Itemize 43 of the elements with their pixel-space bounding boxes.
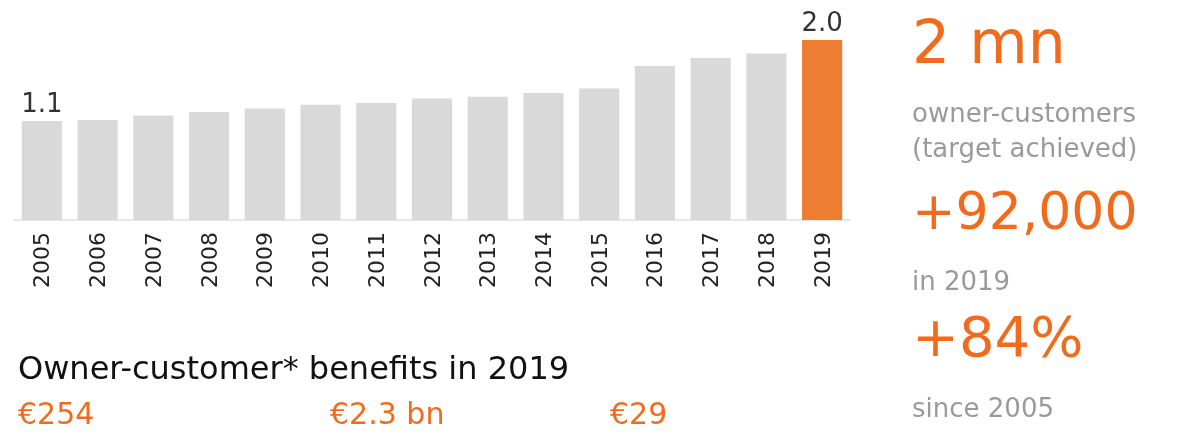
x-tick-label: 2006: [85, 232, 111, 288]
x-tick-label: 2019: [809, 232, 835, 288]
text: €29: [610, 395, 668, 431]
x-tick-label: 2009: [252, 232, 278, 288]
text: +92,000: [912, 181, 1138, 241]
bar: [802, 40, 843, 220]
x-tick-label: 2016: [642, 232, 668, 288]
x-tick-label: 2014: [530, 232, 556, 288]
x-tick-label: 2017: [698, 232, 724, 288]
bar: [21, 121, 62, 220]
text: +84%: [912, 303, 1084, 369]
bar: [690, 58, 731, 220]
text: since 2005: [912, 393, 1054, 423]
bar: [746, 53, 787, 220]
data-label: 1.1: [21, 88, 63, 118]
x-tick-label: 2018: [753, 232, 779, 288]
bar: [634, 66, 675, 220]
bar: [523, 93, 564, 220]
x-tick-label: 2013: [475, 232, 501, 288]
bar: [244, 108, 285, 220]
bar: [133, 115, 174, 220]
bar: [579, 88, 620, 220]
bar: [356, 103, 397, 220]
text: in 2019: [912, 266, 1011, 296]
text: 2 mn: [912, 7, 1066, 77]
bar: [467, 96, 508, 220]
bar: [189, 112, 230, 220]
text: €2.3 bn: [330, 395, 445, 431]
x-tick-label: 2010: [308, 232, 334, 288]
x-tick-label: 2007: [140, 232, 166, 288]
x-tick-label: 2011: [363, 232, 389, 288]
x-tick-label: 2005: [29, 232, 55, 288]
bar: [77, 120, 118, 220]
text: (target achieved): [912, 133, 1138, 163]
bar: [300, 104, 341, 220]
text: Owner-customer* benefits in 2019: [18, 349, 570, 387]
text: owner-customers: [912, 98, 1137, 128]
data-label: 2.0: [801, 7, 843, 37]
text: €254: [18, 395, 95, 431]
x-tick-label: 2015: [586, 232, 612, 288]
bar: [411, 98, 453, 220]
x-tick-label: 2008: [196, 232, 222, 288]
x-tick-label: 2012: [419, 232, 445, 288]
